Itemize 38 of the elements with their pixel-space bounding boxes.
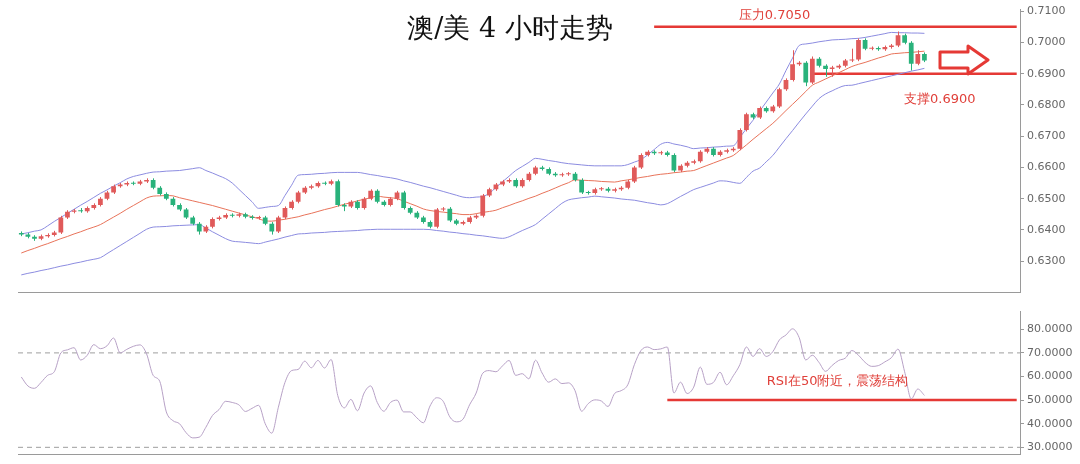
candlestick [500, 179, 505, 187]
candlestick [421, 215, 426, 225]
y-tick-label: 0.7000 [1027, 35, 1066, 49]
candlestick [546, 166, 552, 176]
candlestick [770, 104, 776, 114]
candlestick [486, 187, 492, 198]
annotation: 支撑0.6900 [904, 91, 976, 107]
y-tick-label: 0.6300 [1027, 254, 1066, 268]
y-tick-label: 60.0000 [1027, 369, 1073, 383]
candlestick [467, 215, 472, 225]
line-series [20, 328, 925, 439]
candlestick [922, 51, 927, 63]
candlestick [177, 202, 182, 212]
candlestick [18, 230, 24, 237]
y-tick-label: 0.6500 [1027, 191, 1066, 205]
candlestick [163, 191, 169, 201]
y-tick-label: 40.0000 [1027, 416, 1073, 430]
y-tick-label: 70.0000 [1027, 345, 1073, 359]
candlestick [190, 215, 196, 226]
y-tick-label: 0.6400 [1027, 222, 1066, 236]
y-tick-label: 0.6700 [1027, 129, 1066, 143]
candlestick [678, 163, 683, 173]
y-tick-label: 80.0000 [1027, 322, 1073, 336]
y-tick-label: 0.6800 [1027, 97, 1066, 111]
candlestick [137, 179, 143, 186]
annotation: RSI在50附近，震荡结构 [766, 373, 909, 389]
annotation: 压力0.7050 [738, 7, 811, 23]
candlestick [533, 165, 538, 176]
y-tick-label: 30.0000 [1027, 440, 1073, 454]
chart-title: 澳/美 4 小时走势 [406, 11, 614, 45]
y-tick-label: 0.6900 [1027, 66, 1066, 80]
y-tick-label: 0.7100 [1027, 4, 1066, 18]
candlestick [124, 180, 130, 187]
y-tick-label: 50.0000 [1027, 392, 1073, 406]
candlestick [262, 215, 268, 226]
y-tick-label: 0.6600 [1027, 160, 1066, 174]
candlestick [625, 179, 631, 190]
candlestick [407, 205, 413, 215]
